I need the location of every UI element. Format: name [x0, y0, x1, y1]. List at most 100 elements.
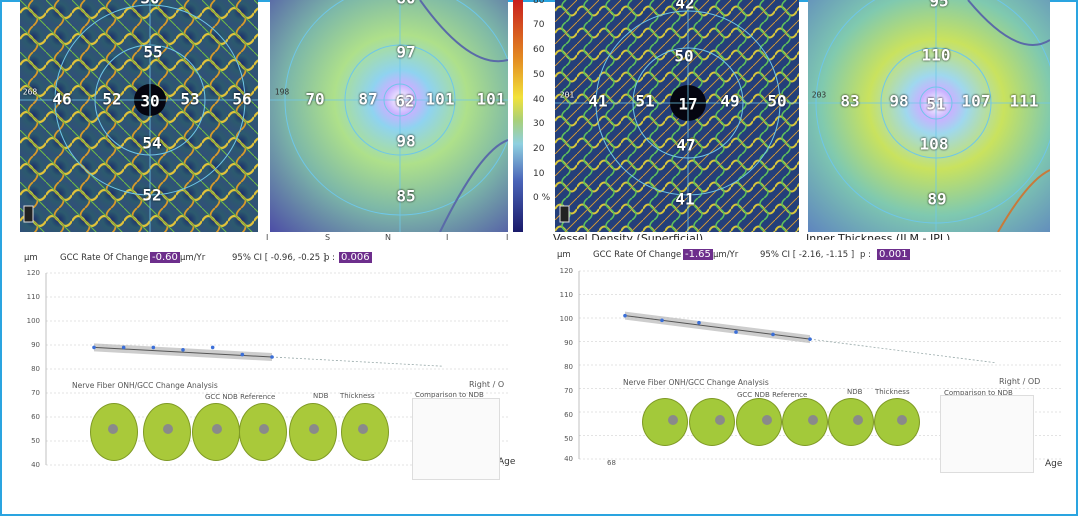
sector-value-top: 95	[929, 0, 949, 11]
sector-value-inner-bottom: 98	[396, 131, 416, 151]
y-tick: 40	[564, 455, 573, 463]
sector-value-center: 51	[926, 94, 946, 114]
data-point	[623, 313, 627, 318]
y-tick: 110	[26, 293, 40, 301]
colorbar-label: 0 %	[533, 193, 551, 203]
sector-value-top: 42	[675, 0, 695, 13]
gcc-map	[828, 398, 874, 446]
projection-line	[809, 338, 996, 364]
y-tick: 100	[26, 317, 40, 325]
thickness-map-right: 95 110 83 98 51 107 111 108 89 203	[808, 0, 1050, 232]
sector-value-outer-left: 83	[840, 91, 860, 111]
p-value: 0.001	[877, 249, 910, 260]
p-label: p :	[860, 250, 871, 260]
eye-label: Right / O	[469, 380, 505, 389]
colorbar-label: 50	[533, 70, 545, 80]
y-unit: μm	[24, 253, 38, 263]
sector-value-inner-left: 87	[358, 89, 378, 109]
legend-ndb: NDB	[847, 388, 863, 396]
comparison-title: Comparison to NDB	[415, 391, 484, 399]
trend-plot-right	[578, 270, 1063, 460]
y-tick: 60	[564, 411, 573, 419]
data-point	[121, 345, 126, 350]
overlay-title: Nerve Fiber ONH/GCC Change Analysis	[72, 381, 218, 390]
sector-value-bottom: 52	[142, 185, 162, 205]
sector-value-inner-top: 110	[921, 45, 951, 65]
y-tick: 60	[31, 413, 40, 421]
data-point	[808, 337, 812, 341]
y-tick: 120	[26, 269, 40, 277]
data-point	[697, 320, 701, 325]
side-label: 203	[811, 90, 827, 100]
thickness-map-left: 80 97 70 87 62 101 101 98 85 198	[270, 0, 508, 232]
y-tick: 80	[564, 363, 573, 371]
sector-value-outer-right: 50	[767, 91, 787, 111]
axis-letter: I	[506, 233, 509, 242]
p-label: p :	[324, 253, 335, 263]
gcc-map	[736, 398, 782, 446]
sector-value-inner-right: 107	[961, 91, 991, 111]
optic-disc	[212, 424, 222, 434]
sector-value-outer-right: 56	[232, 89, 252, 109]
overlay-title: Nerve Fiber ONH/GCC Change Analysis	[623, 378, 769, 387]
sector-value-inner-top: 50	[674, 46, 694, 66]
data-point	[734, 330, 738, 334]
sector-value-inner-bottom: 47	[676, 135, 696, 155]
thickness-image	[270, 0, 508, 232]
gcc-trend-chart-right: μm GCC Rate Of Change : -1.65 μm/Yr 95% …	[555, 243, 1065, 491]
thickness-image	[808, 0, 1050, 232]
axis-letter: I	[446, 233, 449, 242]
axis-letter: I	[266, 233, 269, 242]
data-point	[771, 332, 775, 337]
sector-value-center: 62	[395, 91, 415, 111]
y-unit: μm	[557, 250, 571, 260]
projection-line	[271, 356, 443, 367]
colorbar-label: 30	[533, 119, 545, 129]
x-axis-label: Age	[498, 457, 516, 467]
sector-value-outer-left: 70	[305, 89, 325, 109]
sector-value-outer-right: 101	[476, 89, 506, 109]
colorbar-label: 80	[533, 0, 545, 6]
optic-disc	[668, 415, 678, 425]
gcc-map	[782, 398, 828, 446]
sector-value-inner-bottom: 54	[142, 133, 162, 153]
colorbar-label: 40	[533, 95, 545, 105]
comparison-title: Comparison to NDB	[944, 389, 1013, 397]
colorbar-label: 70	[533, 20, 545, 30]
sector-value-inner-right: 101	[425, 89, 455, 109]
optic-disc	[309, 424, 319, 434]
side-label: 268	[22, 87, 38, 97]
confidence-interval: 95% CI [ -2.16, -1.15 ]	[760, 250, 855, 260]
p-value: 0.006	[339, 252, 372, 263]
comparison-table	[940, 395, 1034, 473]
colorbar-label: 60	[533, 45, 545, 55]
sector-value-inner-left: 52	[102, 89, 122, 109]
sector-value-inner-top: 55	[143, 42, 163, 62]
optic-disc	[163, 424, 173, 434]
axis-letter: S	[325, 233, 331, 242]
y-tick: 100	[559, 315, 573, 323]
vessel-density-image	[555, 0, 799, 232]
y-tick: 80	[31, 365, 40, 373]
x-tick: 68	[607, 459, 616, 467]
sector-value-outer-left: 46	[52, 89, 72, 109]
comparison-table	[412, 398, 500, 480]
rate-unit: μm/Yr	[180, 253, 206, 263]
y-tick: 120	[559, 267, 573, 275]
gcc-map	[341, 403, 389, 461]
caption-vessel-density: Vessel Density (Superficial)	[553, 232, 704, 240]
x-axis-label: Age	[1045, 459, 1063, 469]
sector-value-inner-right: 49	[720, 91, 740, 111]
ndb-label: GCC NDB Reference	[737, 391, 808, 399]
gcc-map	[689, 398, 735, 446]
caption-inner-thickness: Inner Thickness (ILM - IPL)	[806, 232, 951, 240]
sector-value-inner-left: 98	[889, 91, 909, 111]
data-point	[240, 352, 245, 357]
colorbar	[513, 0, 523, 232]
optic-disc	[259, 424, 269, 434]
rate-unit: μm/Yr	[713, 250, 739, 260]
y-tick: 90	[564, 339, 573, 347]
eye-label: Right / OD	[999, 377, 1041, 386]
sector-value-inner-left: 51	[635, 91, 655, 111]
